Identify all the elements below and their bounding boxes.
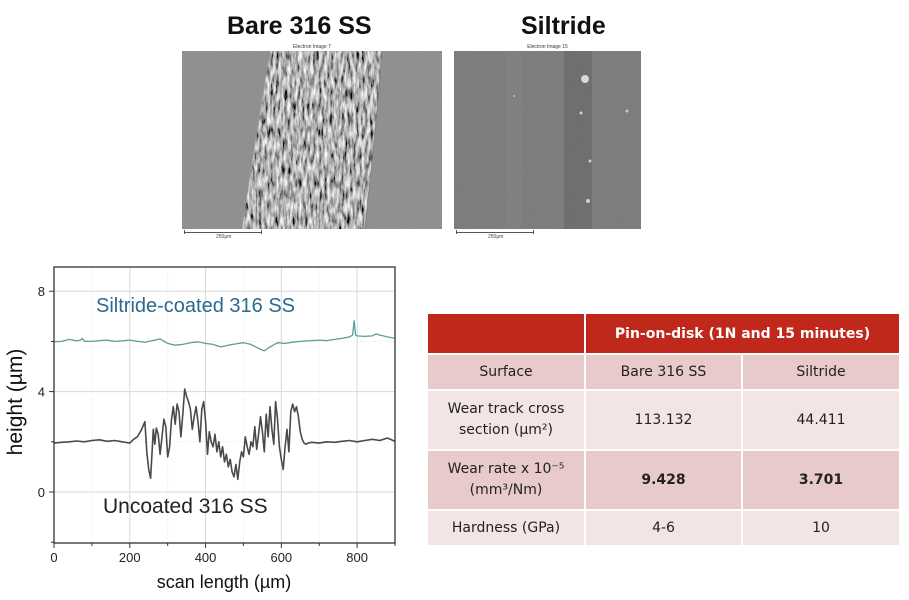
- cell-bare-wear-track: 113.132: [584, 389, 743, 451]
- scale-label-bare: 250µm: [216, 234, 232, 240]
- x-tick-label: 200: [119, 550, 141, 565]
- sem-caption-siltride: Electron Image 15: [527, 44, 568, 50]
- series-line-0: [53, 320, 396, 352]
- y-tick-label: 0: [38, 485, 45, 500]
- cell-siltride-wear-rate: 3.701: [741, 449, 901, 511]
- scale-label-siltride: 250µm: [488, 234, 504, 240]
- pin-on-disk-table: Pin-on-disk (1N and 15 minutes) Surface …: [426, 312, 901, 547]
- table-row: Surface Bare 316 SS Siltride: [426, 353, 901, 391]
- sem-image-bare: Electron Image 7 250µm: [182, 44, 442, 240]
- table-row: Wear rate x 10⁻⁵ (mm³/Nm) 9.428 3.701: [426, 449, 901, 511]
- scale-bar-siltride: [456, 230, 534, 234]
- plot-series: [53, 320, 396, 481]
- table-header-empty: [426, 312, 586, 355]
- row-label-wear-track: Wear track cross section (µm²): [426, 389, 586, 451]
- col-header-bare: Bare 316 SS: [584, 353, 743, 391]
- cell-bare-hardness: 4-6: [584, 509, 743, 547]
- x-tick-label: 400: [195, 550, 217, 565]
- x-tick-label: 800: [346, 550, 368, 565]
- sem-title-siltride: Siltride: [521, 12, 606, 40]
- annotations: Siltride-coated 316 SS Uncoated 316 SS: [96, 295, 295, 518]
- y-tick-label: 8: [38, 284, 45, 299]
- x-tick-label: 0: [50, 550, 57, 565]
- cell-siltride-hardness: 10: [741, 509, 901, 547]
- cell-bare-wear-rate: 9.428: [584, 449, 743, 511]
- table-row: Hardness (GPa) 4-6 10: [426, 509, 901, 547]
- table-header-row: Pin-on-disk (1N and 15 minutes): [426, 312, 901, 355]
- axes: 0 200 400 600 800 0 4 8: [38, 266, 396, 565]
- col-header-surface: Surface: [426, 353, 586, 391]
- row-label-wear-rate: Wear rate x 10⁻⁵ (mm³/Nm): [426, 449, 586, 511]
- y-axis-label: height (µm): [4, 349, 27, 456]
- col-header-siltride: Siltride: [741, 353, 901, 391]
- x-tick-label: 600: [270, 550, 292, 565]
- cell-siltride-wear-track: 44.411: [741, 389, 901, 451]
- table-row: Wear track cross section (µm²) 113.132 44…: [426, 389, 901, 451]
- table-header-title: Pin-on-disk (1N and 15 minutes): [584, 312, 901, 355]
- scale-bar-bare: [184, 230, 262, 234]
- annotation-siltride: Siltride-coated 316 SS: [96, 295, 295, 317]
- sem-image-siltride: Electron Image 15 250µm: [454, 44, 641, 240]
- height-profile-chart: 0 200 400 600 800 0 4 8 Siltride-coated 316 SS U…: [4, 266, 396, 592]
- y-tick-label: 4: [38, 385, 45, 400]
- sem-title-bare: Bare 316 SS: [227, 12, 372, 40]
- annotation-uncoated: Uncoated 316 SS: [103, 495, 268, 518]
- row-label-hardness: Hardness (GPa): [426, 509, 586, 547]
- sem-micrograph-siltride: [454, 51, 641, 229]
- x-axis-label: scan length (µm): [157, 572, 291, 592]
- sem-caption-bare: Electron Image 7: [293, 44, 331, 50]
- series-line-1: [53, 388, 396, 481]
- sem-micrograph-bare: [182, 51, 442, 229]
